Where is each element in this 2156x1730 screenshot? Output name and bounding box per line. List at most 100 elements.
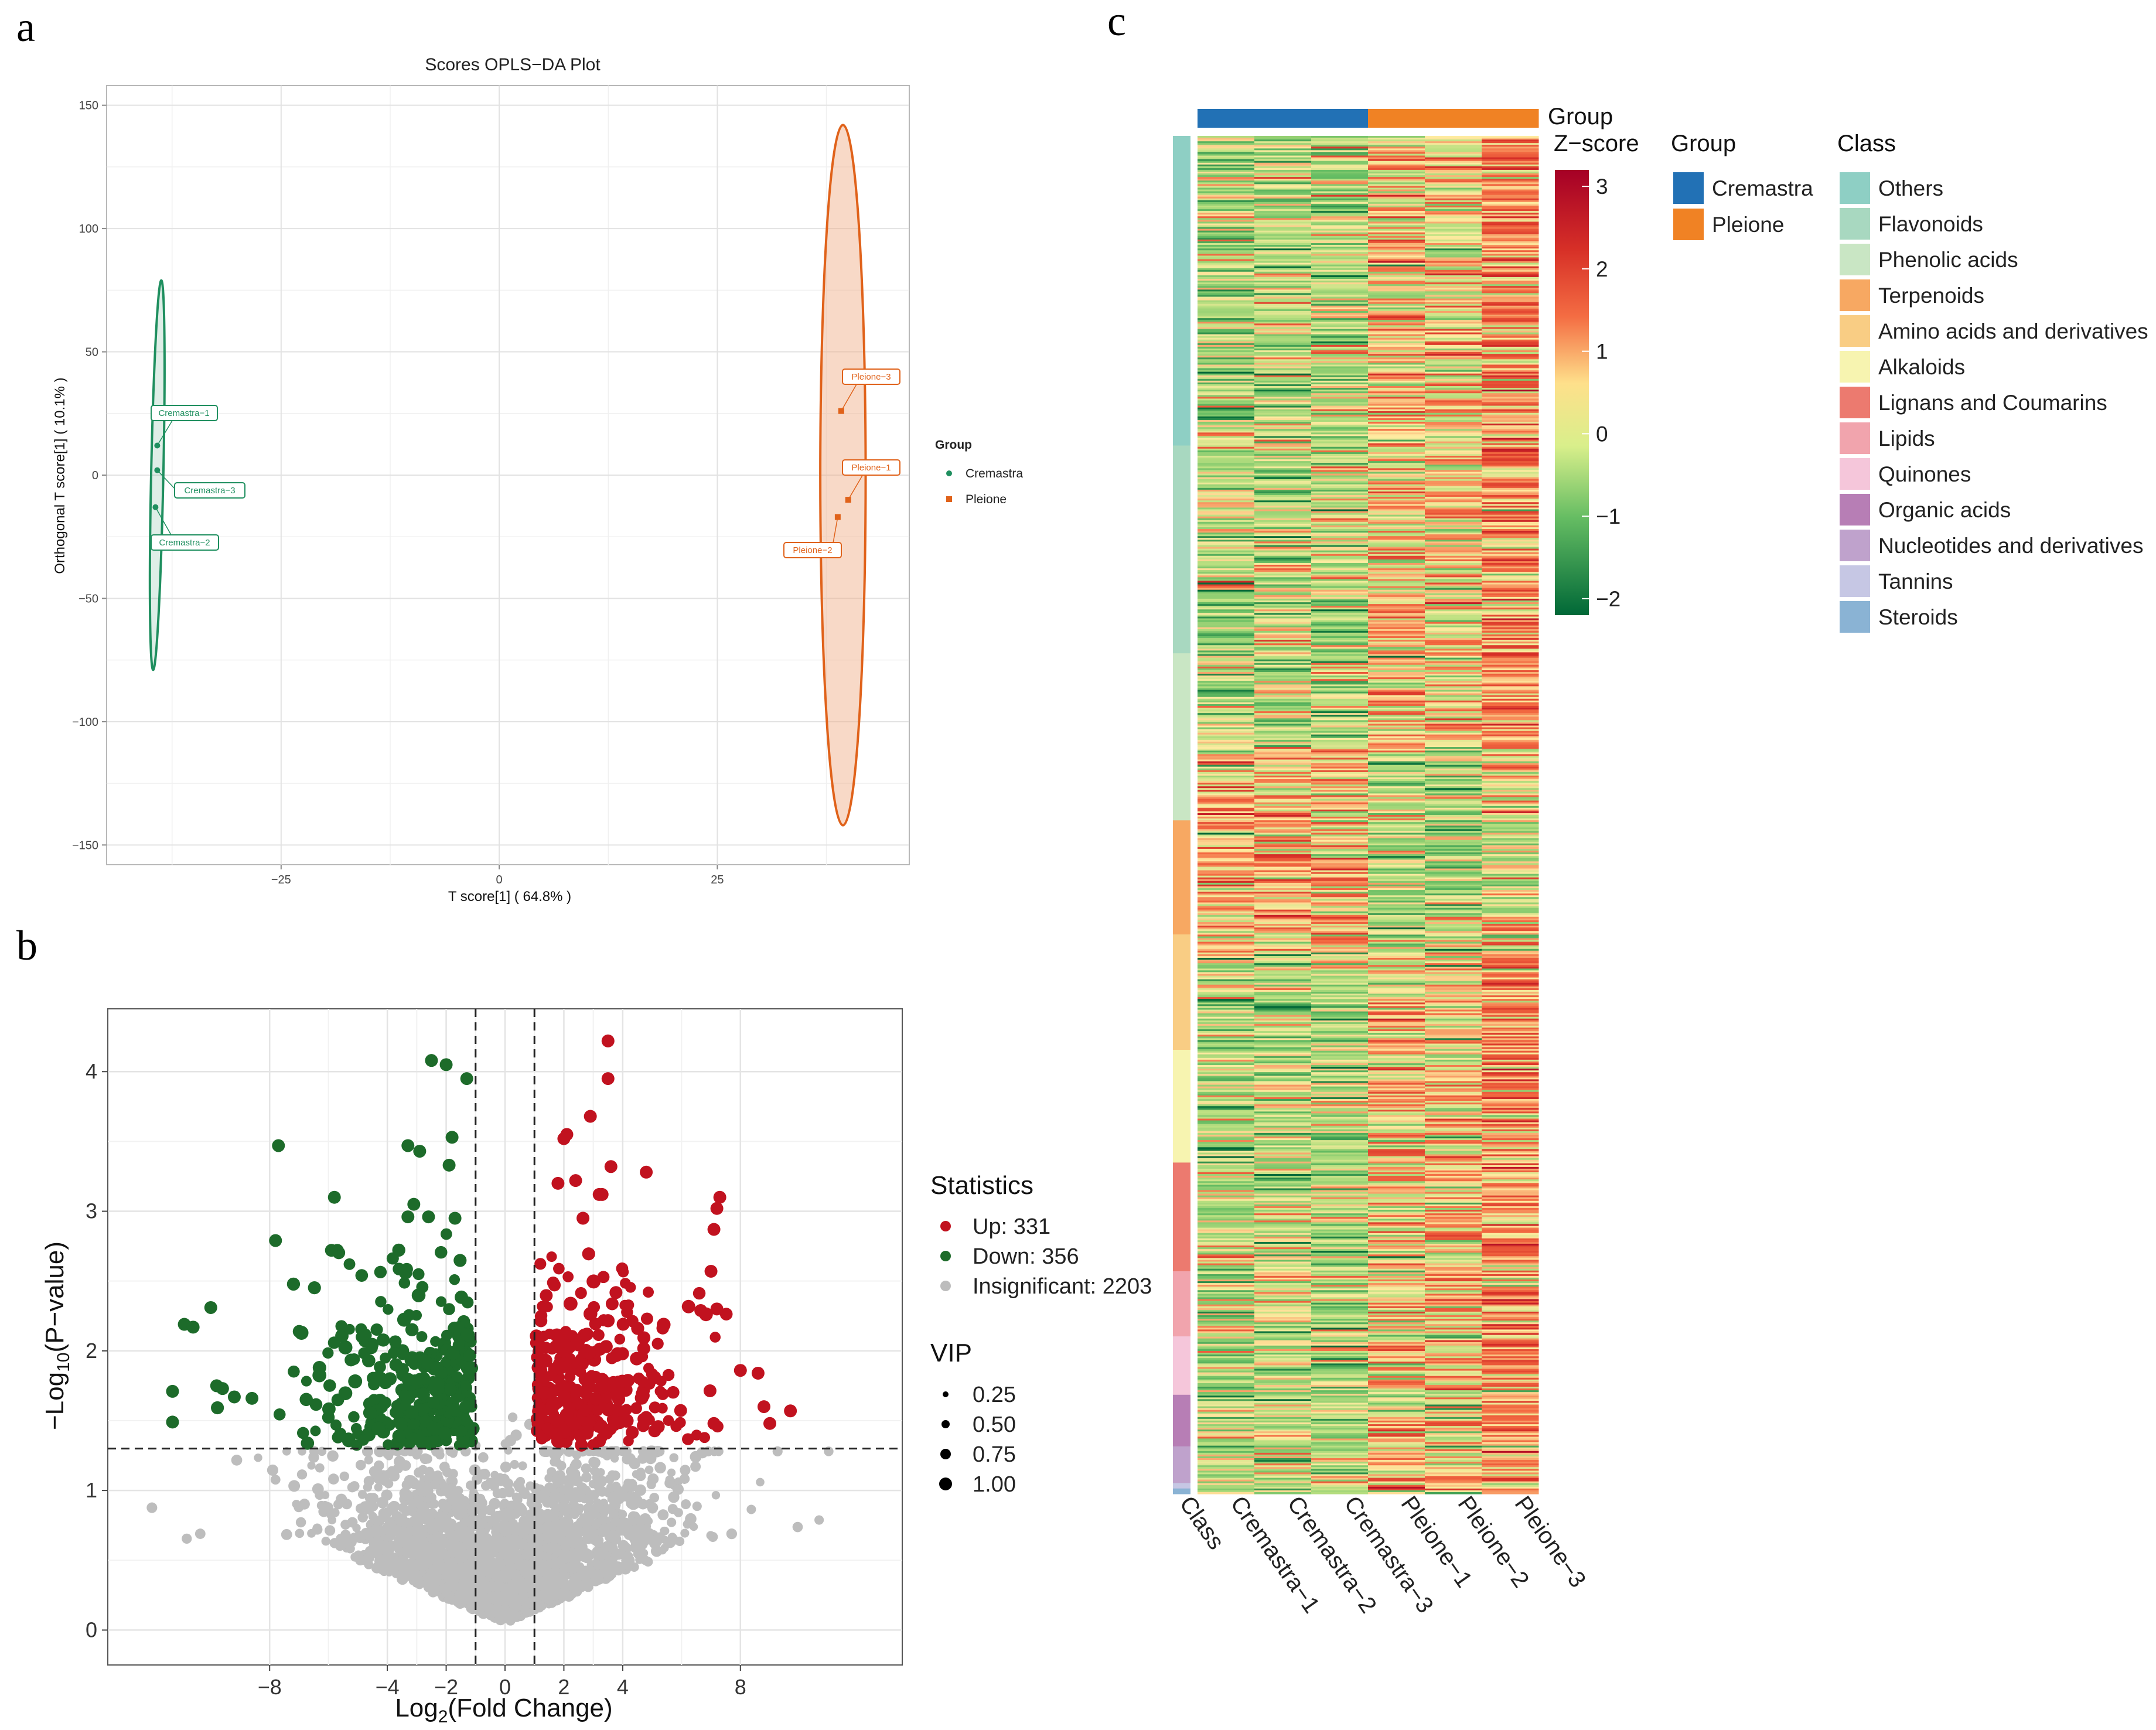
point-down	[401, 1373, 415, 1387]
legend-vip-dot	[941, 1420, 950, 1428]
class-segment	[1173, 1483, 1190, 1489]
point-insignificant	[328, 1473, 339, 1485]
class-segment	[1173, 1488, 1190, 1494]
sample-label-cremastra-1: Cremastra−1	[151, 405, 218, 421]
panel-letter-a: a	[16, 4, 35, 50]
point-insignificant	[308, 1452, 319, 1463]
point-insignificant	[321, 1537, 330, 1546]
point-insignificant	[534, 1508, 545, 1519]
point-down	[186, 1320, 200, 1334]
y-tick-label: 100	[79, 223, 98, 236]
point-up	[557, 1390, 571, 1403]
x-axis-label-b: Log2(Fold Change)	[395, 1694, 612, 1726]
group-cell	[1425, 109, 1482, 128]
point-insignificant	[492, 1488, 503, 1499]
point-down	[348, 1411, 360, 1423]
point-insignificant	[448, 1574, 458, 1585]
point-up	[707, 1223, 721, 1236]
legend-statistics-title: Statistics	[930, 1171, 1033, 1200]
point-insignificant	[588, 1456, 598, 1467]
point-insignificant	[596, 1476, 607, 1487]
point-insignificant	[428, 1543, 439, 1553]
point-insignificant	[500, 1461, 511, 1473]
point-down	[444, 1383, 457, 1396]
point-up	[713, 1190, 726, 1204]
y-tick-label: 50	[86, 346, 98, 359]
point-insignificant	[746, 1504, 756, 1514]
point-insignificant	[307, 1461, 316, 1470]
point-down	[451, 1371, 463, 1383]
point-down	[427, 1396, 441, 1409]
point-up	[582, 1374, 594, 1386]
point-insignificant	[756, 1478, 765, 1487]
sample-label-pleione-2: Pleione−2	[783, 542, 842, 558]
point-up	[763, 1417, 776, 1430]
point-up	[601, 1428, 613, 1440]
point-up	[582, 1247, 595, 1261]
point-up	[562, 1271, 574, 1282]
point-insignificant	[484, 1567, 496, 1579]
point-insignificant	[531, 1493, 542, 1503]
point-insignificant	[571, 1572, 582, 1583]
point-insignificant	[792, 1521, 803, 1533]
point-insignificant	[629, 1458, 640, 1469]
point-down	[376, 1372, 387, 1384]
point-insignificant	[508, 1552, 518, 1562]
score-marks	[148, 124, 868, 827]
point-insignificant	[654, 1462, 666, 1474]
point-insignificant	[623, 1478, 633, 1488]
point-insignificant	[582, 1533, 594, 1544]
chart-title: Scores OPLS−DA Plot	[425, 55, 601, 74]
point-insignificant	[352, 1523, 361, 1533]
legend-vip-dot	[940, 1449, 951, 1459]
point-insignificant	[442, 1486, 451, 1495]
point-insignificant	[379, 1475, 390, 1486]
point-up	[610, 1347, 625, 1362]
point-insignificant	[520, 1528, 530, 1537]
point-insignificant	[330, 1508, 340, 1517]
point-up	[703, 1384, 717, 1397]
legend-vip-label: 0.75	[973, 1442, 1016, 1467]
point-down	[422, 1210, 435, 1224]
point-down	[445, 1131, 459, 1144]
point-down	[389, 1335, 402, 1348]
point-insignificant	[630, 1524, 640, 1534]
y-tick-label: 0	[92, 469, 98, 482]
point-insignificant	[679, 1473, 690, 1484]
point-insignificant	[664, 1478, 676, 1489]
point-up	[569, 1174, 582, 1188]
point-up	[599, 1340, 613, 1353]
point-up	[579, 1404, 592, 1417]
point-down	[412, 1268, 425, 1281]
point-insignificant	[618, 1540, 629, 1551]
group-annotation-bar	[1198, 109, 1539, 128]
point-up	[692, 1287, 706, 1300]
point-insignificant	[295, 1517, 306, 1528]
point-down	[397, 1346, 408, 1359]
point-up	[644, 1378, 656, 1390]
grid-a	[102, 86, 909, 869]
point-insignificant	[195, 1528, 206, 1539]
point-insignificant	[563, 1562, 574, 1573]
point-insignificant	[593, 1498, 602, 1507]
point-insignificant	[507, 1534, 518, 1547]
point-insignificant	[520, 1488, 529, 1497]
point-insignificant	[667, 1468, 676, 1477]
ticks-a: −25 0 25 150 100 50 0 −50 −100 −150	[72, 100, 724, 886]
point-insignificant	[288, 1480, 301, 1492]
y-tick-label: −100	[72, 716, 98, 729]
point-insignificant	[550, 1591, 560, 1601]
point-insignificant	[569, 1510, 579, 1520]
point-insignificant	[545, 1521, 558, 1534]
point-down	[460, 1380, 471, 1391]
point-insignificant	[503, 1609, 512, 1618]
point-insignificant	[558, 1535, 568, 1545]
class-segment	[1173, 1446, 1190, 1483]
point-up	[531, 1333, 545, 1347]
point-down	[355, 1269, 369, 1282]
point-insignificant	[267, 1464, 279, 1476]
point-insignificant	[361, 1445, 374, 1457]
point-insignificant	[507, 1412, 518, 1422]
point-insignificant	[608, 1492, 620, 1504]
point-up	[674, 1404, 687, 1417]
